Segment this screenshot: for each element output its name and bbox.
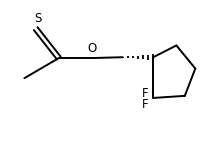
Text: O: O [88, 42, 97, 55]
Text: F: F [142, 98, 148, 111]
Text: S: S [34, 12, 42, 25]
Text: F: F [142, 87, 148, 100]
